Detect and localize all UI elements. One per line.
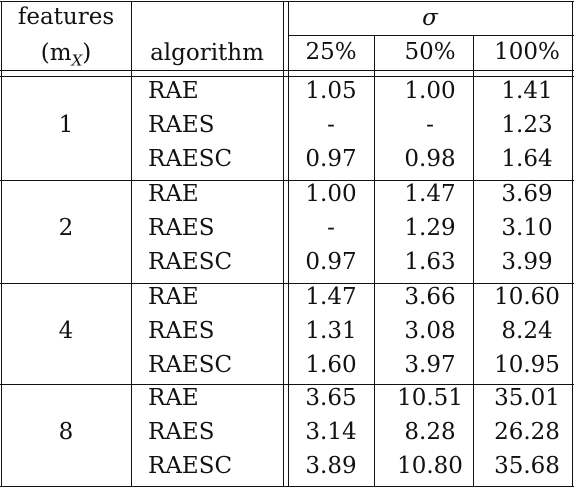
algorithm-label: RAE (148, 284, 199, 310)
table-cell: 26.28 (494, 419, 560, 445)
table-cell: 1.64 (501, 146, 553, 172)
rule-group-1 (0, 180, 574, 181)
table-cell: 0.98 (404, 146, 456, 172)
rule-header-1 (0, 70, 574, 71)
table-cell: 1.00 (404, 78, 456, 104)
rule-group-3 (0, 384, 574, 385)
algorithm-label: RAE (148, 78, 199, 104)
table-cell: 10.80 (397, 453, 463, 479)
table-cell: - (327, 215, 335, 241)
header-col-50: 50% (404, 39, 456, 65)
table-cell: 1.29 (404, 215, 456, 241)
table-cell: 3.89 (305, 453, 357, 479)
header-features: features (17, 4, 115, 30)
features-value: 8 (58, 419, 74, 445)
table-cell: 3.14 (305, 419, 357, 445)
rule-features-algorithm (131, 1, 132, 487)
table-cell: 1.05 (305, 78, 357, 104)
table-cell: 10.60 (494, 284, 560, 310)
rule-25-50 (374, 35, 375, 487)
rule-bottom (0, 486, 574, 487)
algorithm-label: RAES (148, 215, 215, 241)
table-cell: 1.47 (404, 181, 456, 207)
header-algorithm: algorithm (150, 40, 264, 66)
table-cell: 3.65 (305, 385, 357, 411)
algorithm-label: RAES (148, 318, 215, 344)
table-cell: 3.08 (404, 318, 456, 344)
table-cell: 3.10 (501, 215, 553, 241)
table-cell: 1.41 (501, 78, 553, 104)
table-cell: 1.60 (305, 352, 357, 378)
table-cell: 0.97 (305, 146, 357, 172)
header-sigma: σ (422, 5, 438, 31)
rule-right (572, 1, 573, 487)
table-cell: 3.97 (404, 352, 456, 378)
rule-double-2 (288, 1, 289, 487)
algorithm-label: RAESC (148, 249, 233, 275)
table-cell: 10.51 (397, 385, 463, 411)
rule-top (0, 1, 574, 2)
algorithm-label: RAESC (148, 453, 233, 479)
features-value: 2 (58, 215, 74, 241)
rule-group-2 (0, 283, 574, 284)
table-cell: 1.63 (404, 249, 456, 275)
table-cell: 3.66 (404, 284, 456, 310)
algorithm-label: RAESC (148, 352, 233, 378)
table-cell: 1.23 (501, 112, 553, 138)
table-cell: 1.31 (305, 318, 357, 344)
table-cell: 3.69 (501, 181, 553, 207)
rule-double-1 (283, 1, 284, 487)
algorithm-label: RAE (148, 181, 199, 207)
features-value: 4 (58, 318, 74, 344)
table-cell: 1.47 (305, 284, 357, 310)
features-value: 1 (58, 112, 74, 138)
rule-50-100 (473, 35, 474, 487)
table-cell: - (426, 112, 434, 138)
table-cell: 35.68 (494, 453, 560, 479)
rule-sigma (289, 35, 574, 36)
algorithm-label: RAES (148, 419, 215, 445)
table-cell: 1.00 (305, 181, 357, 207)
table-cell: 0.97 (305, 249, 357, 275)
table-cell: 35.01 (494, 385, 560, 411)
table-cell: 3.99 (501, 249, 553, 275)
header-features-symbol: (mX) (40, 40, 92, 70)
table-cell: 8.28 (404, 419, 456, 445)
header-col-100: 100% (494, 39, 560, 65)
table-cell: - (327, 112, 335, 138)
header-col-25: 25% (305, 39, 357, 65)
table-cell: 8.24 (501, 318, 553, 344)
algorithm-label: RAESC (148, 146, 233, 172)
table-cell: 10.95 (494, 352, 560, 378)
algorithm-label: RAE (148, 385, 199, 411)
algorithm-label: RAES (148, 112, 215, 138)
rule-left (1, 1, 2, 487)
rule-header-2 (0, 76, 574, 77)
